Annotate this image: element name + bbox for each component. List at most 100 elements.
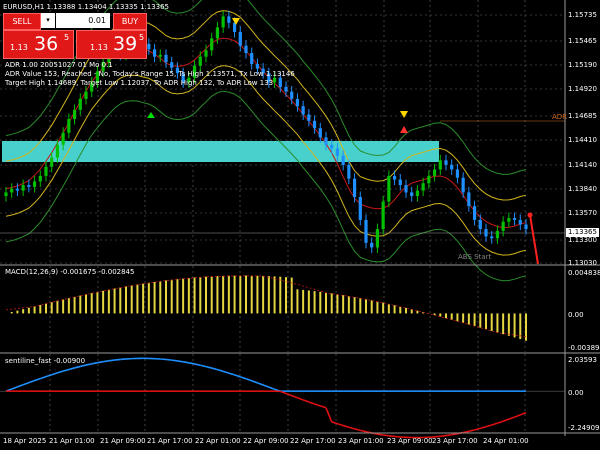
buy-price-big: 39 [113,33,138,55]
candle-body [427,175,431,184]
macd-bar [279,276,282,314]
buy-button[interactable]: BUY [113,13,147,30]
oscillator-segment-down [440,434,447,438]
price-axis-label: 1.15735 [568,11,597,19]
candle-body [364,219,368,243]
oscillator-segment-down [360,429,367,433]
candle-body [284,86,288,92]
macd-bar [85,294,87,314]
candle-body [455,169,460,178]
oscillator-segment-up [234,374,241,378]
oscillator-segment-up [205,365,212,369]
sell-price-box[interactable]: 1.13 36 5 [3,30,74,59]
supply-zone-rect [2,141,439,162]
macd-bar [210,276,213,314]
sell-price-sup: 5 [64,33,70,42]
lot-dropdown[interactable]: ▾ [41,13,55,28]
oscillator-segment-up [85,363,92,366]
candle-body [164,54,168,63]
macd-bar [485,313,487,330]
oscillator-segment-down [280,390,287,395]
candle-body [278,77,282,87]
oscillator-axis-zero: 0.00 [568,389,584,397]
symbol-name: EURUSD,H1 [3,3,45,11]
abs-start-label: ABS Start [458,253,492,261]
macd-bar [27,307,30,314]
candle-body [147,43,151,50]
oscillator-segment-up [62,368,70,372]
oscillator-segment-down [377,433,384,436]
buy-price-box[interactable]: 1.13 39 5 [76,30,147,59]
price-axis-label: 1.14685 [568,112,597,120]
macd-bar [62,299,65,314]
macd-bar [422,312,425,314]
oscillator-segment-up [97,360,104,364]
oscillator-segment-down [519,411,527,416]
time-axis-label: 21 Apr 09:00 [100,437,146,445]
macd-bar [10,312,13,314]
oscillator-segment-up [114,358,121,361]
oscillator-segment-down [331,421,338,425]
macd-bar [233,275,236,314]
candle-body [324,137,328,145]
ohlc-values: 1.13388 1.13404 1.13335 1.13365 [46,3,170,11]
candle-body [410,192,414,197]
macd-bar [33,306,36,314]
candle-body [450,164,454,170]
oscillator-segment-down [325,407,333,423]
candle-body [152,49,157,57]
lot-size-input[interactable]: 0.01 [56,13,110,28]
candle-body [21,185,25,191]
macd-bar [416,310,419,314]
oscillator-segment-down [348,426,355,430]
price-axis-label: 1.15190 [568,61,597,69]
candle-body [232,22,237,32]
macd-bar [313,291,316,314]
macd-bar [199,277,202,314]
oscillator-segment-up [17,383,24,388]
macd-bar [399,306,402,314]
macd-bar [267,276,270,314]
oscillator-segment-up [228,372,235,376]
macd-bar [245,275,247,314]
sell-button[interactable]: SELL [3,13,41,30]
time-axis-label: 22 Apr 17:00 [290,437,336,445]
oscillator-segment-down [485,424,492,428]
projection-line [529,214,539,265]
oscillator-segment-up [103,360,109,363]
price-axis-label: 1.15465 [568,37,597,45]
down-arrow-icon [232,18,240,25]
time-axis-label: 18 Apr 2025 [3,437,47,445]
candle-body [32,181,37,187]
candle-body [187,77,191,83]
macd-bar [79,295,82,314]
candle-body [227,16,231,23]
buy-button-label: BUY [121,17,139,26]
macd-bar [525,313,527,341]
macd-histogram [5,275,527,341]
oscillator-segment-down [320,405,327,409]
time-axis-label: 22 Apr 01:00 [195,437,241,445]
candle-body [461,177,465,193]
time-axis-label: 22 Apr 09:00 [243,437,289,445]
chevron-down-icon: ▾ [46,16,50,24]
price-axis-label: 1.14920 [568,85,597,93]
macd-bar [376,301,379,314]
candle-body [295,98,300,107]
band-line [5,37,527,229]
macd-bar [113,288,116,314]
macd-bar [433,313,436,316]
oscillator-segment-down [388,435,395,438]
oscillator-segment-up [194,363,201,367]
macd-signal-line [5,275,527,337]
macd-bar [50,302,53,314]
buy-price-prefix: 1.13 [90,43,108,52]
supply-zone [2,141,439,162]
oscillator-segment-down [508,416,515,420]
macd-bar [445,313,447,319]
oscillator-segment-down [462,430,470,434]
macd-bar [439,313,442,317]
macd-bar [67,298,70,314]
macd-bar [107,289,110,314]
